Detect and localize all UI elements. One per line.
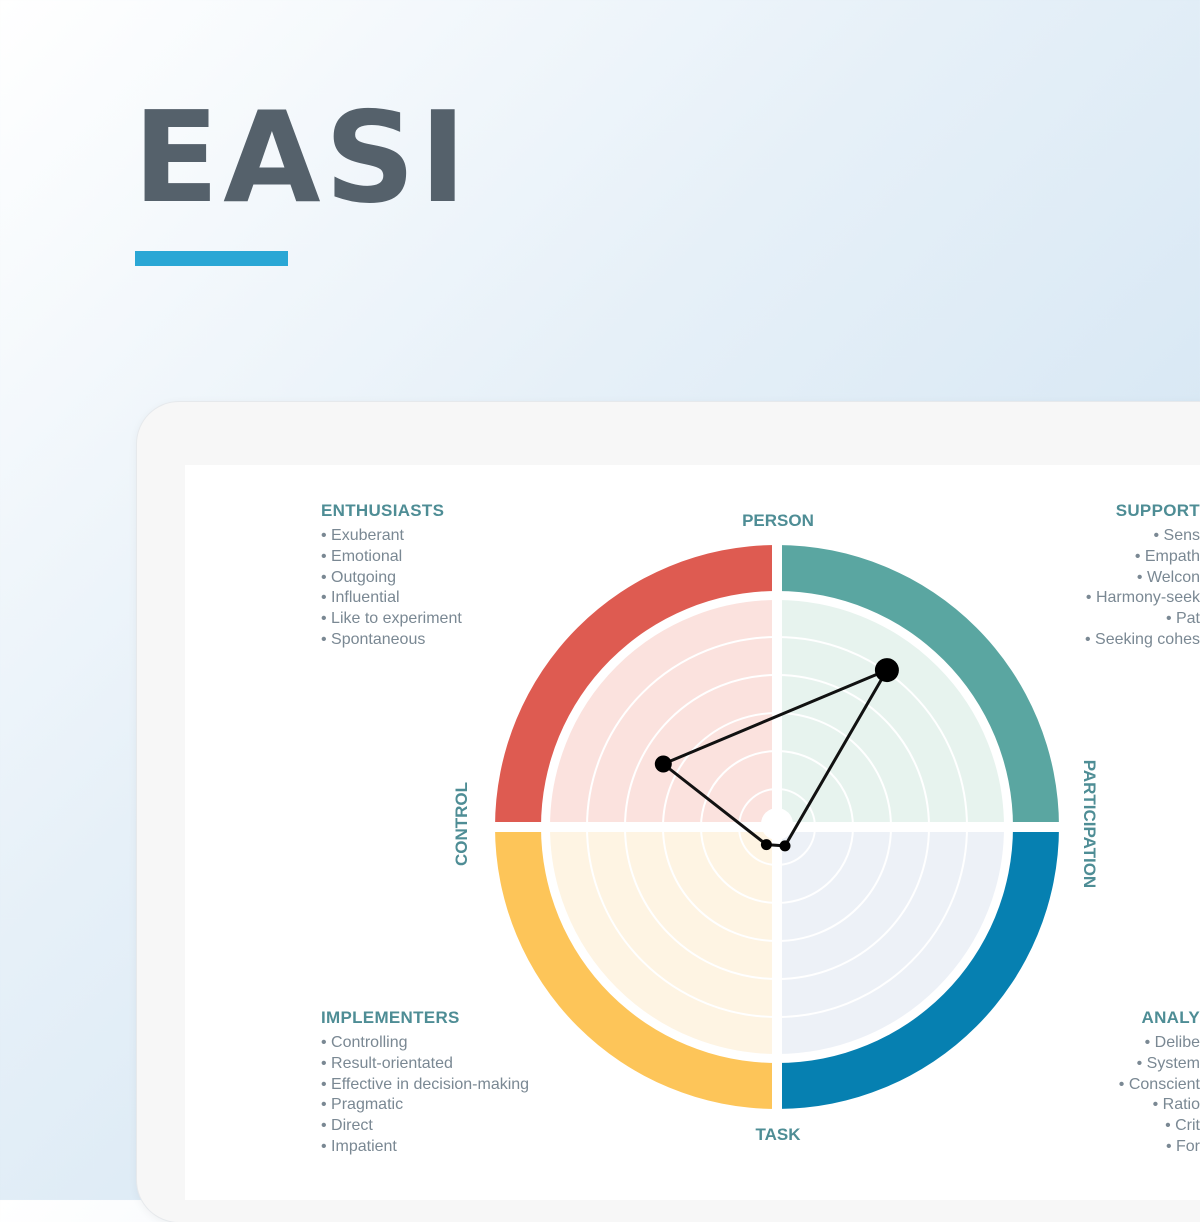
center-hub	[761, 808, 793, 840]
implementers-quadrant-fill	[549, 827, 777, 1055]
enthusiasts-item: Spontaneous	[321, 630, 462, 651]
supporters-item: Sens	[1085, 526, 1200, 547]
analysts-title: ANALY	[1141, 1008, 1200, 1027]
analysts-item: For	[1119, 1137, 1200, 1158]
analysts-item: Crit	[1119, 1116, 1200, 1137]
implementers-item: Effective in decision-making	[321, 1075, 529, 1096]
axis-label-control: CONTROL	[452, 782, 471, 866]
axis-label-task: TASK	[755, 1125, 801, 1144]
implementers-item: Pragmatic	[321, 1095, 529, 1116]
supporters-outer-arc	[777, 545, 1059, 827]
report-screen: PERSON TASK CONTROL PARTICIPATION ENTHUS…	[185, 465, 1200, 1200]
supporters-group: SUPPORT Sens Empath Welcon Harmony-seek …	[1085, 501, 1200, 651]
implementers-outer-arc	[495, 827, 777, 1109]
enthusiasts-item: Emotional	[321, 547, 462, 568]
enthusiasts-item: Outgoing	[321, 568, 462, 589]
supporters-item: Empath	[1085, 547, 1200, 568]
profile-point-enthusiasts	[654, 755, 672, 773]
profile-point-supporters	[874, 658, 899, 683]
analysts-item: Delibe	[1119, 1033, 1200, 1054]
analysts-quadrant-fill	[777, 827, 1005, 1055]
supporters-item: Harmony-seek	[1085, 588, 1200, 609]
analysts-group: ANALY Delibe System Conscient Ratio Crit…	[1119, 1008, 1200, 1158]
enthusiasts-title: ENTHUSIASTS	[321, 501, 445, 520]
easi-logo: EASI	[133, 84, 471, 231]
analysts-outer-arc	[777, 827, 1059, 1109]
enthusiasts-group: ENTHUSIASTS Exuberant Emotional Outgoing…	[321, 501, 462, 651]
implementers-title: IMPLEMENTERS	[321, 1008, 460, 1027]
enthusiasts-quadrant-fill	[549, 599, 777, 827]
enthusiasts-item: Exuberant	[321, 526, 462, 547]
implementers-item: Direct	[321, 1116, 529, 1137]
implementers-item: Result-orientated	[321, 1054, 529, 1075]
supporters-item: Welcon	[1085, 568, 1200, 589]
supporters-title: SUPPORT	[1115, 501, 1200, 520]
analysts-item: Conscient	[1119, 1075, 1200, 1096]
easi-wheel-chart: PERSON TASK CONTROL PARTICIPATION	[452, 511, 1099, 1144]
enthusiasts-item: Influential	[321, 588, 462, 609]
profile-point-implementers	[760, 839, 772, 851]
implementers-item: Controlling	[321, 1033, 529, 1054]
supporters-item: Pat	[1085, 609, 1200, 630]
logo-underline	[135, 251, 288, 266]
axis-label-participation: PARTICIPATION	[1080, 760, 1099, 888]
supporters-item: Seeking cohes	[1085, 630, 1200, 651]
analysts-item: System	[1119, 1054, 1200, 1075]
analysts-item: Ratio	[1119, 1095, 1200, 1116]
enthusiasts-item: Like to experiment	[321, 609, 462, 630]
implementers-item: Impatient	[321, 1137, 529, 1158]
enthusiasts-outer-arc	[495, 545, 777, 827]
axis-label-person: PERSON	[742, 511, 814, 530]
supporters-quadrant-fill	[777, 599, 1005, 827]
implementers-group: IMPLEMENTERS Controlling Result-orientat…	[321, 1008, 529, 1158]
profile-point-analysts	[779, 840, 791, 852]
